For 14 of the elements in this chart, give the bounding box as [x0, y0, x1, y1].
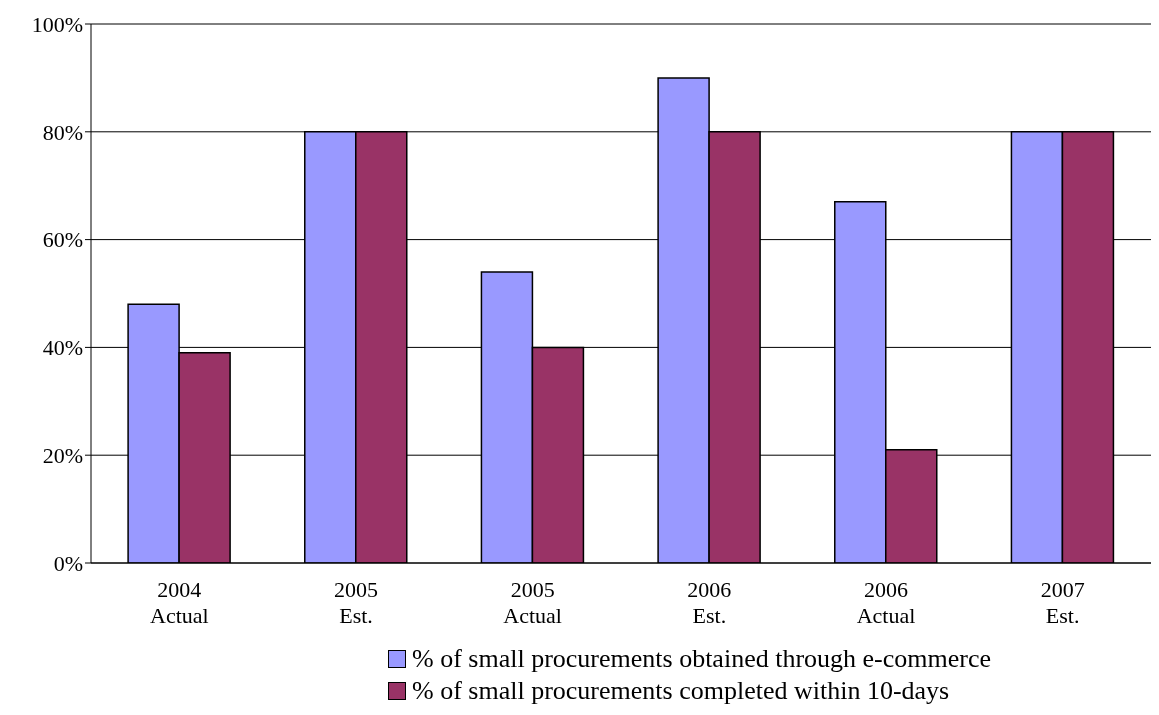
x-tick-label: 2006 Actual	[856, 577, 916, 628]
legend-label: % of small procurements obtained through e-commerce	[412, 643, 992, 675]
y-tick-label: 80%	[42, 119, 83, 145]
x-tick-label: 2006 Est.	[687, 577, 732, 628]
x-tick-label: 2005 Est.	[334, 577, 378, 628]
x-tick-label: 2007 Est.	[1040, 577, 1085, 628]
legend-label: % of small procurements completed within 10-days	[412, 675, 950, 707]
y-tick-label: 100%	[31, 11, 83, 37]
x-tick-label: 2004 Actual	[150, 577, 209, 628]
y-tick-label: 40%	[42, 335, 83, 361]
x-tick-label: 2005 Actual	[503, 577, 562, 628]
y-tick-label: 60%	[42, 227, 83, 253]
y-tick-label: 0%	[53, 550, 83, 576]
y-tick-label: 20%	[42, 443, 83, 469]
